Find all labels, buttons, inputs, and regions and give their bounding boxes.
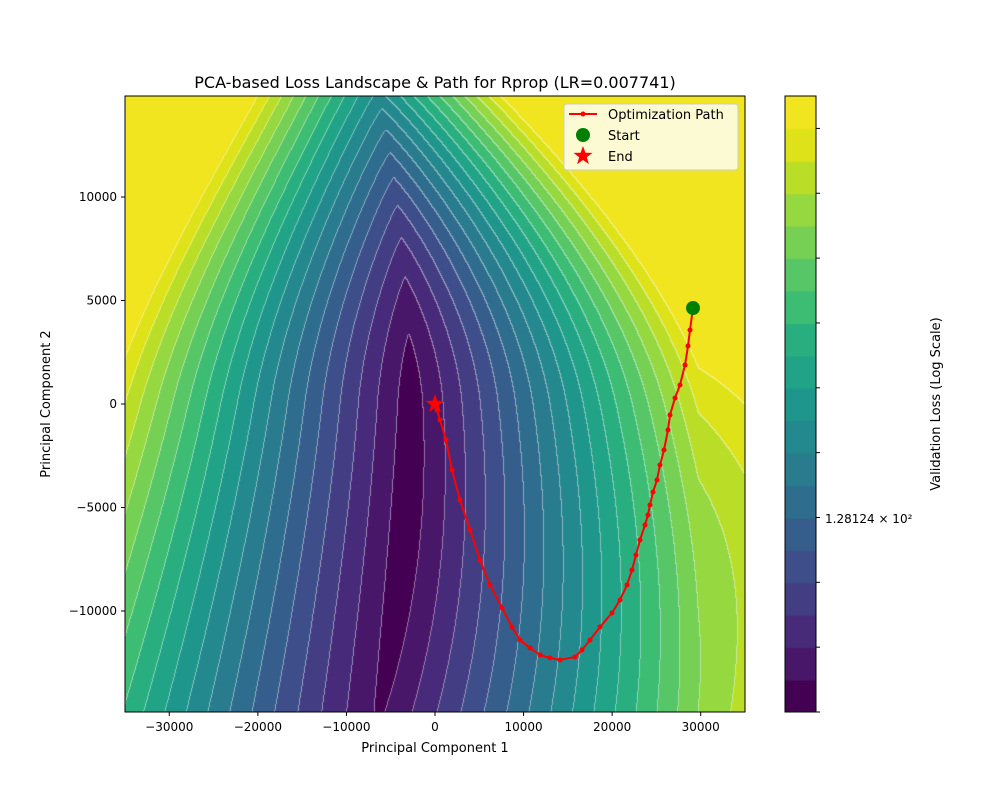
legend: Optimization Path Start End [563,103,739,171]
x-tick-label: 0 [431,720,439,734]
legend-box [563,103,739,171]
path-point [557,657,563,663]
path-point [609,610,615,616]
x-tick-label: −10000 [322,720,370,734]
path-point [677,382,683,388]
x-tick-label: 20000 [593,720,631,734]
path-point [572,654,578,660]
legend-label-end: End [608,150,633,165]
path-point [487,582,493,588]
path-point [661,447,667,453]
path-point [657,462,663,468]
path-point [687,327,693,333]
path-point [637,537,643,543]
path-point [650,489,656,495]
colorbar-fill [785,96,816,712]
path-point [437,417,443,423]
path-point [654,477,660,483]
path-point [449,467,455,473]
path-point [467,527,473,533]
path-point [682,362,688,368]
plot-frame [124,95,746,713]
path-point [477,557,483,563]
colorbar-label: Validation Loss (Log Scale) [929,317,944,490]
path-point [647,502,653,508]
path-point [665,427,671,433]
path-point [499,605,505,611]
y-tick-label: −10000 [69,604,117,618]
x-tick-label: 30000 [682,720,720,734]
y-tick-label: −5000 [76,500,117,514]
x-tick-label: −30000 [145,720,193,734]
colorbar-frame [784,95,817,713]
path-point [457,497,463,503]
x-tick-label: −20000 [234,720,282,734]
path-point [667,412,673,418]
legend-end-marker [573,146,593,165]
y-tick-label: 10000 [79,190,117,204]
y-tick-label: 5000 [86,294,117,308]
path-point [509,624,515,630]
path-point [642,522,648,528]
legend-label-path: Optimization Path [608,108,724,123]
path-point [587,637,593,643]
path-point [617,597,623,603]
path-point [579,647,585,653]
path-point [517,637,523,643]
end-marker [425,394,445,413]
y-tick-label: 0 [109,397,117,411]
chart-title: PCA-based Loss Landscape & Path for Rpro… [194,73,675,92]
y-axis-label: Principal Component 2 [39,330,54,477]
legend-start-marker [576,128,590,142]
start-marker [685,301,700,316]
path-point [645,512,651,518]
path-point [624,582,630,588]
path-point [633,552,639,558]
legend-path-marker [580,111,586,117]
x-tick-label: 10000 [504,720,542,734]
colorbar-tick-label: 1.28124 × 10² [825,512,913,526]
path-point [527,645,533,651]
path-point [672,395,678,401]
path-point [629,567,635,573]
optimization-path-line [434,307,694,661]
path-point [597,624,603,630]
path-point [685,343,691,349]
x-axis-label: Principal Component 1 [361,741,508,756]
legend-label-start: Start [608,129,640,144]
path-point [443,437,449,443]
path-point [537,652,543,658]
path-point [547,655,553,661]
